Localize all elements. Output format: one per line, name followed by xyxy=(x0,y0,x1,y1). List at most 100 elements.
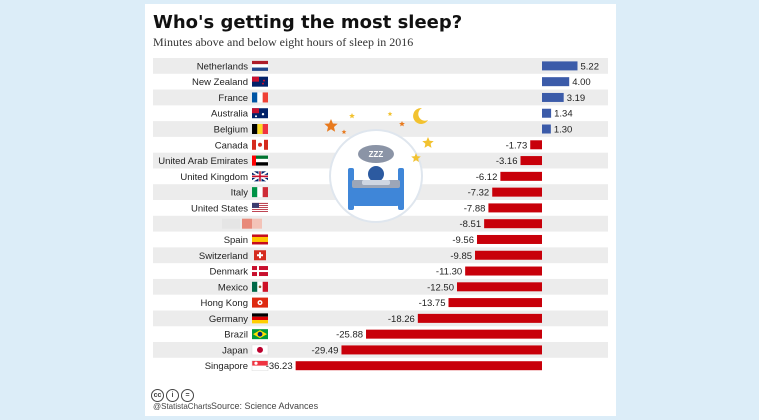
statista-handle: @StatistaCharts xyxy=(153,402,212,411)
value-label: -9.56 xyxy=(452,235,474,246)
star-icon xyxy=(324,119,338,132)
france-flag-icon xyxy=(252,92,268,103)
country-label: Brazil xyxy=(224,330,248,341)
data-bar xyxy=(448,298,542,308)
italy-flag-icon xyxy=(252,187,268,198)
chart-title: Who's getting the most sleep? xyxy=(153,12,463,33)
country-label: United Kingdom xyxy=(180,172,248,183)
country-label: Netherlands xyxy=(197,61,248,72)
data-bar xyxy=(295,361,542,371)
data-bar xyxy=(542,77,570,87)
value-label: -7.32 xyxy=(468,188,490,199)
chart-row: New Zealand 4.00 xyxy=(192,76,591,88)
canada-flag-icon xyxy=(252,139,268,150)
country-label: United States xyxy=(191,203,248,214)
chart-row: Spain -9.56 xyxy=(224,234,542,246)
value-label: 4.00 xyxy=(572,77,591,88)
uae-flag-icon xyxy=(252,155,268,166)
country-label: Switzerland xyxy=(199,251,248,262)
value-label: -18.26 xyxy=(388,314,415,325)
country-label: United Arab Emirates xyxy=(158,156,248,167)
australia-flag-icon xyxy=(252,108,268,119)
creative-commons-icon: cc xyxy=(151,389,164,402)
data-bar xyxy=(476,234,542,244)
value-label: -29.49 xyxy=(312,345,339,356)
country-label: Australia xyxy=(211,109,249,120)
cloud-icon xyxy=(358,145,394,163)
data-bar xyxy=(542,124,551,134)
new-zealand-flag-icon xyxy=(252,76,268,87)
chart-row: Germany -18.26 xyxy=(153,310,608,327)
value-label: 1.30 xyxy=(554,125,573,136)
star-icon xyxy=(387,111,393,116)
chart-row: France 3.19 xyxy=(153,89,608,106)
data-bar xyxy=(465,266,542,276)
singapore-flag-icon xyxy=(251,360,269,371)
germany-flag-icon xyxy=(252,313,268,324)
data-bar xyxy=(542,61,578,71)
chart-card: Who's getting the most sleep? Minutes ab… xyxy=(145,4,616,416)
data-bar xyxy=(542,108,552,118)
value-label: -3.16 xyxy=(496,156,518,167)
chart-subtitle: Minutes above and below eight hours of s… xyxy=(153,35,414,49)
country-label: Germany xyxy=(209,314,248,325)
country-label: France xyxy=(218,93,248,104)
value-label: -1.73 xyxy=(506,140,528,151)
data-bar xyxy=(484,219,542,229)
chart-row: Japan -29.49 xyxy=(153,342,608,358)
chart-row: Denmark -11.30 xyxy=(209,266,542,278)
country-label: Denmark xyxy=(209,267,248,278)
value-label: -36.23 xyxy=(266,361,293,372)
value-label: 3.19 xyxy=(567,93,586,104)
country-label: Belgium xyxy=(214,125,248,136)
value-label: -9.85 xyxy=(450,251,472,262)
sleep-illustration: ZZZ xyxy=(324,107,434,223)
spain-flag-icon xyxy=(252,234,268,245)
attribution-icon: i xyxy=(166,389,179,402)
license-icons: cc i = xyxy=(151,384,196,402)
chart-row: Hong Kong -13.75 xyxy=(200,297,542,309)
country-label: Canada xyxy=(215,140,249,151)
data-bar xyxy=(366,329,542,339)
star-icon xyxy=(411,153,421,162)
no-derivatives-icon: = xyxy=(181,389,194,402)
chart-row: Mexico -12.50 xyxy=(153,278,608,295)
data-bar xyxy=(457,282,542,292)
country-label: Japan xyxy=(222,345,248,356)
value-label: -25.88 xyxy=(336,330,363,341)
value-label: 1.34 xyxy=(554,109,573,120)
japan-flag-icon xyxy=(251,344,269,356)
country-label: Singapore xyxy=(205,361,248,372)
chart-row: Australia 1.34 xyxy=(211,108,573,120)
star-icon xyxy=(422,137,434,148)
value-label: -8.51 xyxy=(459,219,481,230)
value-label: -13.75 xyxy=(419,298,446,309)
moon-icon xyxy=(413,107,428,124)
data-bar xyxy=(341,345,542,355)
chart-row: Belgium 1.30 xyxy=(153,121,608,137)
data-bar xyxy=(520,156,542,166)
data-bar xyxy=(475,250,542,260)
chart-row: Brazil -25.88 xyxy=(224,329,542,341)
country-label: New Zealand xyxy=(192,77,248,88)
bar-chart: Netherlands 5.22 New Zealand 4.00 France 3.19… xyxy=(153,58,608,372)
data-bar xyxy=(492,187,542,197)
usa-flag-icon xyxy=(252,202,268,213)
data-bar xyxy=(530,140,542,150)
value-label: -11.30 xyxy=(436,267,462,278)
data-bar xyxy=(500,171,542,181)
country-label: Hong Kong xyxy=(200,298,248,309)
country-label: Mexico xyxy=(218,282,248,293)
source-note: Source: Science Advances xyxy=(211,401,319,411)
country-label: Italy xyxy=(231,188,249,199)
star-icon xyxy=(399,121,405,127)
denmark-flag-icon xyxy=(252,266,268,277)
star-icon xyxy=(349,113,355,119)
chart-rows: Netherlands 5.22 New Zealand 4.00 France 3.19… xyxy=(153,58,608,372)
value-label: -6.12 xyxy=(476,172,498,183)
brazil-flag-icon xyxy=(252,329,268,340)
netherlands-flag-icon xyxy=(252,60,268,71)
chart-row: -8.51 xyxy=(153,215,608,232)
value-label: -7.88 xyxy=(464,203,486,214)
value-label: 5.22 xyxy=(580,61,599,72)
